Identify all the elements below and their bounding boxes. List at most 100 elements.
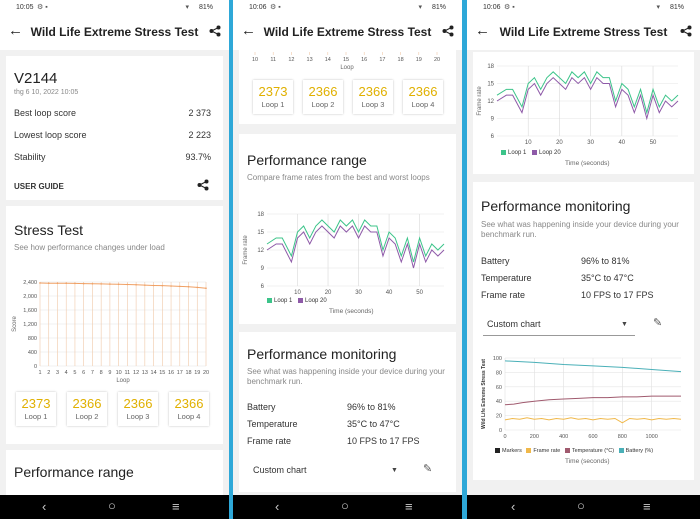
loop-score-tile: 2366 Loop 2: [303, 80, 343, 114]
x-tick-label: 10: [525, 140, 532, 146]
share-icon[interactable]: [209, 25, 221, 37]
x-tick-label: 14: [151, 370, 157, 376]
status-time: 10:06: [249, 4, 267, 11]
nav-recents-icon[interactable]: ≡: [405, 499, 413, 514]
frame-rate-legend: Loop 1 Loop 20: [501, 150, 561, 156]
performance-monitoring-card: Performance monitoring See what was happ…: [473, 182, 694, 480]
score-point: [82, 282, 85, 285]
x-tick-label: 20: [325, 290, 332, 296]
chevron-down-icon[interactable]: ▼: [621, 321, 628, 328]
performance-range-title: Performance range: [247, 152, 367, 168]
monitoring-series-line: [504, 395, 681, 406]
score-point: [205, 287, 207, 289]
y-tick-label: 80: [496, 370, 502, 376]
x-tick-label: 2: [47, 370, 50, 376]
share-icon[interactable]: [680, 25, 692, 37]
page-title: Wild Life Extreme Stress Test: [263, 25, 432, 39]
share-icon[interactable]: [442, 25, 454, 37]
status-time: 10:05: [16, 4, 34, 11]
legend-swatch: [564, 448, 570, 454]
score-point: [196, 286, 199, 289]
nav-back-icon[interactable]: ‹: [511, 499, 516, 514]
x-tick-label: 50: [416, 290, 423, 296]
x-tick-label: 9: [108, 370, 111, 376]
score-point: [91, 282, 94, 285]
performance-range-title: Performance range: [14, 464, 134, 480]
edit-pencil-icon[interactable]: ✎: [423, 463, 433, 475]
legend-swatch: [501, 150, 506, 155]
score-point: [161, 284, 164, 287]
score-point: [178, 285, 181, 288]
legend-swatch: [298, 298, 304, 303]
temperature-value: 35°C to 47°C: [581, 273, 634, 283]
status-bar: 10:06 ⚙ ▪ ▾ 81%: [233, 0, 462, 16]
x-tick-label: 18: [398, 57, 404, 63]
x-tick-label: 30: [587, 140, 594, 146]
user-guide-link[interactable]: USER GUIDE: [14, 182, 64, 191]
back-arrow-icon[interactable]: ←: [475, 22, 490, 39]
loop-score-label: Loop 2: [311, 100, 335, 109]
back-arrow-icon[interactable]: ←: [241, 22, 256, 39]
loop-score-tile: 2373 Loop 1: [16, 392, 56, 426]
loop-score-value: 2366: [174, 396, 204, 411]
nav-back-icon[interactable]: ‹: [42, 499, 47, 514]
score-point: [47, 282, 50, 284]
best-loop-label: Best loop score: [14, 108, 77, 118]
loop-score-value: 2366: [358, 84, 388, 99]
wifi-icon: ▾: [418, 4, 422, 11]
y-tick-label: 20: [496, 414, 502, 420]
nav-recents-icon[interactable]: ≡: [643, 499, 651, 514]
nav-back-icon[interactable]: ‹: [275, 499, 280, 514]
x-tick-label: 15: [343, 57, 349, 63]
nav-home-icon[interactable]: ○: [341, 498, 349, 513]
performance-monitoring-subtitle: See what was happening inside your devic…: [247, 367, 445, 386]
x-axis-title: Loop: [340, 65, 354, 71]
y-tick-label: 1,200: [23, 322, 37, 328]
share-icon[interactable]: [197, 179, 209, 191]
y-tick-label: 0: [499, 428, 502, 434]
chart-type-dropdown[interactable]: Custom chart: [253, 465, 307, 475]
legend-swatch: [618, 448, 624, 454]
loop-score-tile: 2366 Loop 4: [403, 80, 443, 114]
battery-level: 81%: [198, 4, 213, 11]
nav-recents-icon[interactable]: ≡: [172, 499, 180, 514]
x-tick-label: 12: [288, 57, 294, 63]
battery-value: 96% to 81%: [581, 256, 630, 266]
loop-score-tile: 2366 Loop 3: [353, 80, 393, 114]
frame-rate-value: 10 FPS to 17 FPS: [581, 290, 654, 300]
legend-swatch: [495, 448, 500, 454]
legend-label: Loop 20: [305, 298, 327, 305]
score-point: [187, 285, 190, 288]
score-point: [152, 284, 155, 287]
x-tick-label: 30: [355, 290, 362, 296]
y-tick-label: 60: [496, 385, 502, 391]
y-tick-label: 400: [28, 350, 37, 356]
score-point: [39, 282, 41, 284]
nav-home-icon[interactable]: ○: [577, 498, 585, 513]
frame-rate-value: 10 FPS to 17 FPS: [347, 436, 420, 446]
page-title: Wild Life Extreme Stress Test: [499, 25, 668, 39]
monitoring-series-line: [504, 417, 682, 424]
legend-swatch: [532, 150, 538, 155]
score-point: [100, 283, 102, 285]
y-tick-label: 18: [487, 64, 494, 70]
y-tick-label: 15: [257, 230, 264, 236]
score-point: [126, 283, 129, 286]
performance-monitoring-title: Performance monitoring: [481, 198, 631, 214]
dropdown-underline: [483, 335, 635, 336]
x-tick-label: 4: [65, 370, 68, 376]
score-point: [117, 283, 120, 286]
y-axis-title: Wild Life Extreme Stress Test: [481, 359, 487, 429]
x-tick-label: 20: [434, 57, 440, 63]
back-arrow-icon[interactable]: ←: [8, 22, 23, 39]
app-bar: ← Wild Life Extreme Stress Test: [467, 16, 700, 50]
chevron-down-icon[interactable]: ▼: [391, 467, 398, 474]
chart-type-dropdown[interactable]: Custom chart: [487, 319, 541, 329]
nav-home-icon[interactable]: ○: [108, 498, 116, 513]
y-tick-label: 12: [257, 248, 264, 254]
legend-label: Loop 20: [539, 150, 561, 157]
app-bar: ← Wild Life Extreme Stress Test: [0, 16, 229, 50]
score-point: [109, 283, 111, 285]
edit-pencil-icon[interactable]: ✎: [653, 317, 663, 329]
x-tick-label: 10: [294, 290, 301, 296]
